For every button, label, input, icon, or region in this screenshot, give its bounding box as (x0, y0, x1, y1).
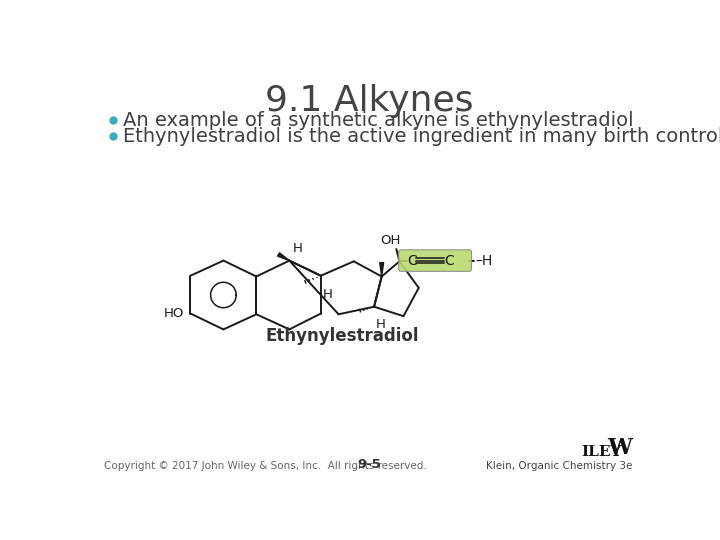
Text: OH: OH (380, 234, 400, 247)
Text: –H: –H (475, 254, 492, 268)
Text: Ethynylestradiol: Ethynylestradiol (265, 327, 418, 345)
Text: C: C (444, 254, 454, 268)
Text: An example of a synthetic alkyne is ethynylestradiol: An example of a synthetic alkyne is ethy… (122, 111, 633, 130)
Polygon shape (277, 253, 289, 261)
Text: H: H (376, 318, 385, 331)
Text: HO: HO (164, 307, 184, 320)
Text: ILEY: ILEY (581, 445, 621, 459)
Text: H: H (292, 242, 302, 255)
Text: Ethynylestradiol is the active ingredient in many birth control pills: Ethynylestradiol is the active ingredien… (122, 127, 720, 146)
FancyBboxPatch shape (399, 250, 472, 272)
Text: W: W (608, 437, 632, 459)
Text: Klein, Organic Chemistry 3e: Klein, Organic Chemistry 3e (486, 461, 632, 471)
Text: H: H (323, 288, 332, 301)
Text: 9.1 Alkynes: 9.1 Alkynes (265, 84, 473, 118)
Text: C: C (407, 254, 417, 268)
Polygon shape (379, 262, 384, 276)
Text: 9-5: 9-5 (357, 458, 381, 471)
Text: Copyright © 2017 John Wiley & Sons, Inc.  All rights reserved.: Copyright © 2017 John Wiley & Sons, Inc.… (104, 461, 427, 471)
